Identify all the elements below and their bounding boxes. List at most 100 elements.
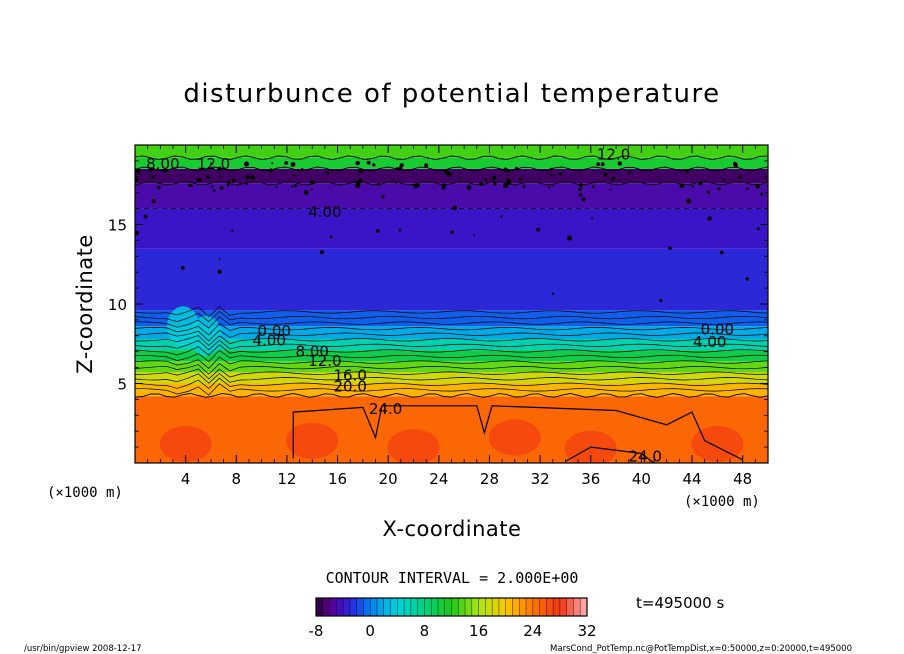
colorbar-cell xyxy=(519,598,527,616)
speckle xyxy=(376,182,380,186)
contour-line xyxy=(135,383,768,396)
speckle xyxy=(290,162,296,167)
contour-line xyxy=(135,310,768,323)
speckle xyxy=(275,186,278,189)
speckle xyxy=(760,192,764,196)
colorbar-cell xyxy=(559,598,568,616)
speckle xyxy=(250,175,255,180)
speckle xyxy=(220,175,223,178)
speckle xyxy=(552,184,555,187)
speckle xyxy=(459,176,462,180)
speckle xyxy=(603,172,608,177)
contour-line xyxy=(135,166,768,172)
speckle xyxy=(244,161,249,167)
speckle xyxy=(609,188,612,191)
speckle xyxy=(668,246,672,250)
colorbar-cell xyxy=(431,598,439,616)
colorbar-cell xyxy=(573,598,581,616)
colorbar-cell xyxy=(566,598,574,616)
colorbar-cell xyxy=(526,598,534,616)
warm-patch xyxy=(159,425,212,462)
contour-label: 12.0 xyxy=(197,155,230,173)
contour-line xyxy=(135,306,768,317)
x-tick-label: 20 xyxy=(379,470,398,488)
speckle xyxy=(217,269,222,274)
chart-title: disturbunce of potential temperature xyxy=(183,79,720,109)
contour-line xyxy=(135,335,768,346)
colorbar-cell xyxy=(397,598,405,616)
speckle xyxy=(549,167,553,171)
speckle xyxy=(358,168,364,174)
speckle xyxy=(518,177,523,182)
speckle xyxy=(755,184,760,189)
speckle xyxy=(592,185,595,188)
contour-line xyxy=(135,344,768,356)
colorbar-cell xyxy=(451,598,459,616)
colorbar-cell xyxy=(553,598,561,616)
speckle xyxy=(500,215,503,218)
contour-label: 8.00 xyxy=(146,155,179,173)
speckle xyxy=(284,161,288,165)
contour-line xyxy=(135,339,768,351)
colorbar-cell xyxy=(546,598,554,616)
y-tick-label: 10 xyxy=(108,296,127,314)
speckle xyxy=(381,195,385,199)
speckle xyxy=(352,180,355,183)
speckle xyxy=(151,174,156,179)
speckle xyxy=(610,177,615,181)
contour-band xyxy=(135,208,768,249)
speckle xyxy=(491,175,497,181)
speckle xyxy=(180,265,185,270)
speckle xyxy=(558,172,563,176)
contour-line xyxy=(135,155,768,161)
speckle xyxy=(691,185,694,188)
speckle xyxy=(484,178,488,182)
contour-line xyxy=(135,363,768,375)
plot-area xyxy=(135,145,768,463)
speckle xyxy=(310,188,313,191)
speckle xyxy=(163,168,168,173)
speckle xyxy=(733,163,738,168)
colorbar-cell xyxy=(370,598,378,616)
speckle xyxy=(722,178,726,182)
speckle xyxy=(150,167,154,171)
colorbar-cell xyxy=(410,598,419,616)
speckle xyxy=(301,167,304,171)
speckle xyxy=(737,175,742,179)
speckle xyxy=(578,183,584,188)
colorbar-cell xyxy=(343,598,351,616)
contour-label: 8.00 xyxy=(296,343,329,361)
contour-band xyxy=(135,248,768,311)
x-tick-label: 16 xyxy=(328,470,347,488)
speckle xyxy=(135,177,139,183)
speckle xyxy=(756,227,760,231)
footer-right: MarsCond_PotTemp.nc@PotTempDist,x=0:5000… xyxy=(550,644,852,654)
colorbar-cell xyxy=(444,598,452,616)
colorbar-cell xyxy=(424,598,432,616)
contour-label: 4.00 xyxy=(693,333,726,351)
x-tick-label: 24 xyxy=(429,470,448,488)
y-tick-label: 15 xyxy=(108,217,127,235)
colorbar-cell xyxy=(336,598,344,616)
speckle xyxy=(522,185,526,189)
contour-line xyxy=(135,316,768,329)
colorbar-cell xyxy=(322,598,330,616)
colorbar-cell xyxy=(492,598,500,616)
colorbar-tick-label: 24 xyxy=(523,622,542,640)
speckle xyxy=(424,163,429,168)
contour-label: 16.0 xyxy=(334,367,367,385)
speckle xyxy=(293,183,298,188)
y-tick-label: 5 xyxy=(117,376,127,394)
speckle xyxy=(656,176,659,179)
speckle xyxy=(156,185,161,190)
contour-label: 0.00 xyxy=(701,320,734,338)
x-tick-label: 48 xyxy=(733,470,752,488)
colorbar-cell xyxy=(471,598,479,616)
speckle xyxy=(493,182,497,186)
colorbar-cell xyxy=(363,598,371,616)
speckle xyxy=(442,183,447,188)
speckle xyxy=(219,186,224,190)
speckle xyxy=(166,174,169,177)
contour-line-24 xyxy=(292,405,743,461)
